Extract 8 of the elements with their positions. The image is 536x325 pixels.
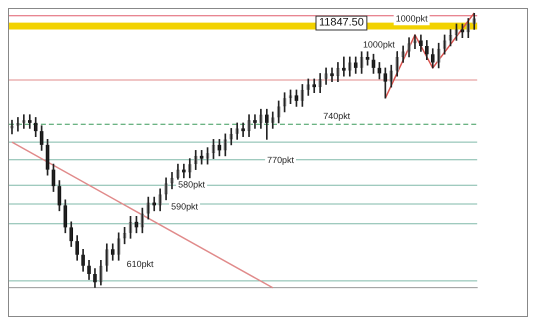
annotation: 590pkt (171, 202, 199, 212)
annotation: 770pkt (267, 154, 295, 165)
annotation: 610pkt (126, 259, 154, 270)
annotation: 580pkt (178, 180, 206, 190)
annotation: 1000pkt (396, 13, 428, 24)
annotation: 740pkt (323, 110, 351, 121)
annotation: 11847.50 (318, 16, 364, 29)
annotation: 1000pkt (362, 39, 396, 50)
